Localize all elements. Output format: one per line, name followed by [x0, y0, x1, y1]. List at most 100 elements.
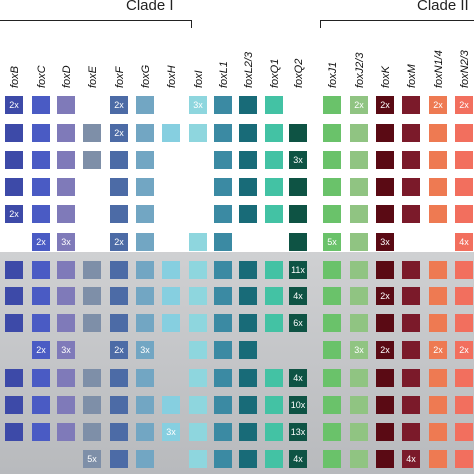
matrix-cell: [32, 178, 50, 196]
gene-label-foxn1-4: foxN1/4: [433, 50, 445, 88]
matrix-cell: [323, 287, 341, 305]
matrix-cell: [376, 151, 394, 169]
matrix-cell: [429, 287, 447, 305]
matrix-cell: [214, 233, 232, 251]
matrix-cell: [5, 261, 23, 279]
matrix-cell: 2x: [376, 341, 394, 359]
matrix-cell: [189, 314, 207, 332]
matrix-cell: [162, 396, 180, 414]
matrix-cell: [83, 124, 101, 142]
matrix-cell: [162, 261, 180, 279]
gene-label-foxb: foxB: [9, 65, 21, 88]
matrix-cell: [350, 261, 368, 279]
matrix-cell: [32, 369, 50, 387]
matrix-cell: [455, 450, 473, 468]
matrix-cell: [136, 396, 154, 414]
matrix-cell: [83, 369, 101, 387]
matrix-cell: [402, 124, 420, 142]
matrix-cell: [32, 314, 50, 332]
matrix-cell: [429, 178, 447, 196]
clade-ii-bracket-tick: [320, 20, 321, 28]
matrix-cell: [402, 261, 420, 279]
matrix-cell: 2x: [32, 233, 50, 251]
matrix-cell: [32, 287, 50, 305]
matrix-cell: [429, 151, 447, 169]
matrix-cell: 2x: [5, 96, 23, 114]
matrix-cell: [402, 341, 420, 359]
matrix-cell: [265, 178, 283, 196]
matrix-cell: [32, 396, 50, 414]
matrix-cell: [83, 261, 101, 279]
matrix-cell: [350, 369, 368, 387]
matrix-cell: 3x: [136, 341, 154, 359]
matrix-cell: [429, 261, 447, 279]
matrix-cell: [376, 423, 394, 441]
matrix-cell: 2x: [429, 96, 447, 114]
matrix-cell: [32, 205, 50, 223]
matrix-cell: [214, 314, 232, 332]
matrix-cell: 3x: [57, 341, 75, 359]
gene-label-foxf: foxF: [114, 66, 126, 88]
matrix-cell: [110, 205, 128, 223]
matrix-cell: [136, 96, 154, 114]
matrix-cell: [350, 450, 368, 468]
matrix-cell: [289, 233, 307, 251]
matrix-cell: 3x: [162, 423, 180, 441]
matrix-cell: [455, 423, 473, 441]
gene-label-foxi: foxI: [193, 70, 205, 88]
matrix-cell: [83, 423, 101, 441]
matrix-cell: 2x: [110, 124, 128, 142]
matrix-cell: [57, 261, 75, 279]
gene-label-foxc: foxC: [36, 65, 48, 88]
matrix-cell: [110, 396, 128, 414]
matrix-cell: [376, 178, 394, 196]
matrix-cell: 2x: [429, 341, 447, 359]
matrix-cell: [239, 178, 257, 196]
matrix-cell: [265, 396, 283, 414]
matrix-cell: 3x: [289, 151, 307, 169]
matrix-cell: [5, 423, 23, 441]
matrix-cell: [162, 124, 180, 142]
matrix-cell: 2x: [350, 96, 368, 114]
matrix-cell: [455, 261, 473, 279]
matrix-cell: [376, 450, 394, 468]
matrix-cell: [57, 423, 75, 441]
matrix-cell: [402, 96, 420, 114]
matrix-cell: [402, 369, 420, 387]
matrix-cell: [110, 287, 128, 305]
matrix-cell: [136, 423, 154, 441]
gene-label-foxl2-3: foxL2/3: [243, 51, 255, 88]
matrix-cell: [402, 396, 420, 414]
matrix-cell: [110, 314, 128, 332]
clade-i-bracket-line: [0, 20, 192, 21]
matrix-cell: 4x: [289, 450, 307, 468]
matrix-cell: 4x: [289, 369, 307, 387]
matrix-cell: [402, 423, 420, 441]
matrix-cell: 2x: [110, 341, 128, 359]
matrix-cell: 4x: [455, 233, 473, 251]
matrix-cell: [57, 287, 75, 305]
matrix-cell: [350, 314, 368, 332]
matrix-cell: [189, 396, 207, 414]
matrix-cell: [189, 450, 207, 468]
matrix-cell: [5, 151, 23, 169]
matrix-cell: [323, 151, 341, 169]
matrix-cell: [214, 96, 232, 114]
matrix-cell: 3x: [57, 233, 75, 251]
matrix-cell: 10x: [289, 396, 307, 414]
matrix-cell: [265, 450, 283, 468]
matrix-cell: [32, 96, 50, 114]
gene-label-foxg: foxG: [140, 64, 152, 88]
matrix-cell: [239, 261, 257, 279]
matrix-cell: [214, 261, 232, 279]
matrix-cell: [214, 124, 232, 142]
matrix-cell: [323, 261, 341, 279]
matrix-cell: [136, 205, 154, 223]
matrix-cell: [110, 423, 128, 441]
matrix-cell: 4x: [289, 287, 307, 305]
matrix-cell: [214, 423, 232, 441]
matrix-cell: [214, 178, 232, 196]
matrix-cell: [429, 369, 447, 387]
matrix-cell: [214, 341, 232, 359]
matrix-cell: [110, 151, 128, 169]
